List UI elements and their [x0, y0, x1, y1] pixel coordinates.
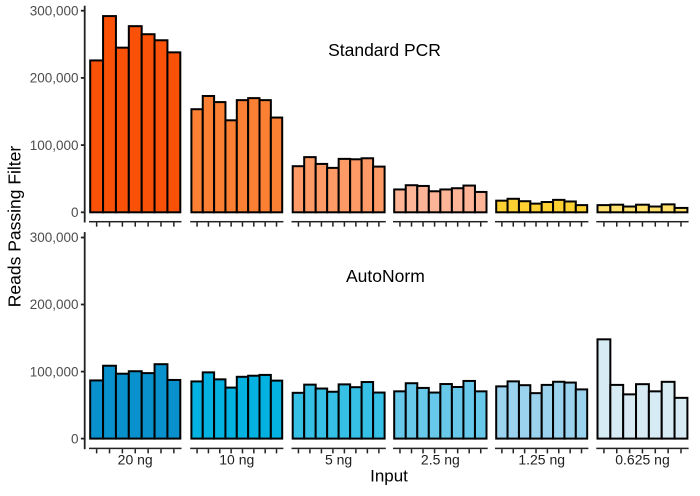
svg-text:0.625 ng: 0.625 ng [615, 451, 670, 467]
svg-text:Input: Input [370, 467, 408, 486]
svg-text:0: 0 [71, 205, 79, 220]
svg-text:200,000: 200,000 [30, 71, 79, 86]
svg-text:20 ng: 20 ng [118, 451, 153, 467]
svg-text:2.5 ng: 2.5 ng [421, 451, 460, 467]
svg-text:100,000: 100,000 [30, 138, 79, 153]
svg-text:5 ng: 5 ng [325, 451, 352, 467]
svg-text:1.25 ng: 1.25 ng [518, 451, 565, 467]
svg-text:100,000: 100,000 [30, 364, 79, 379]
svg-text:Reads Passing Filter: Reads Passing Filter [5, 146, 25, 308]
svg-text:300,000: 300,000 [30, 230, 79, 245]
svg-text:200,000: 200,000 [30, 297, 79, 312]
svg-text:AutoNorm: AutoNorm [346, 266, 425, 286]
svg-text:0: 0 [71, 431, 79, 446]
svg-text:Standard PCR: Standard PCR [328, 40, 441, 60]
svg-text:10 ng: 10 ng [219, 451, 254, 467]
svg-text:300,000: 300,000 [30, 3, 79, 18]
